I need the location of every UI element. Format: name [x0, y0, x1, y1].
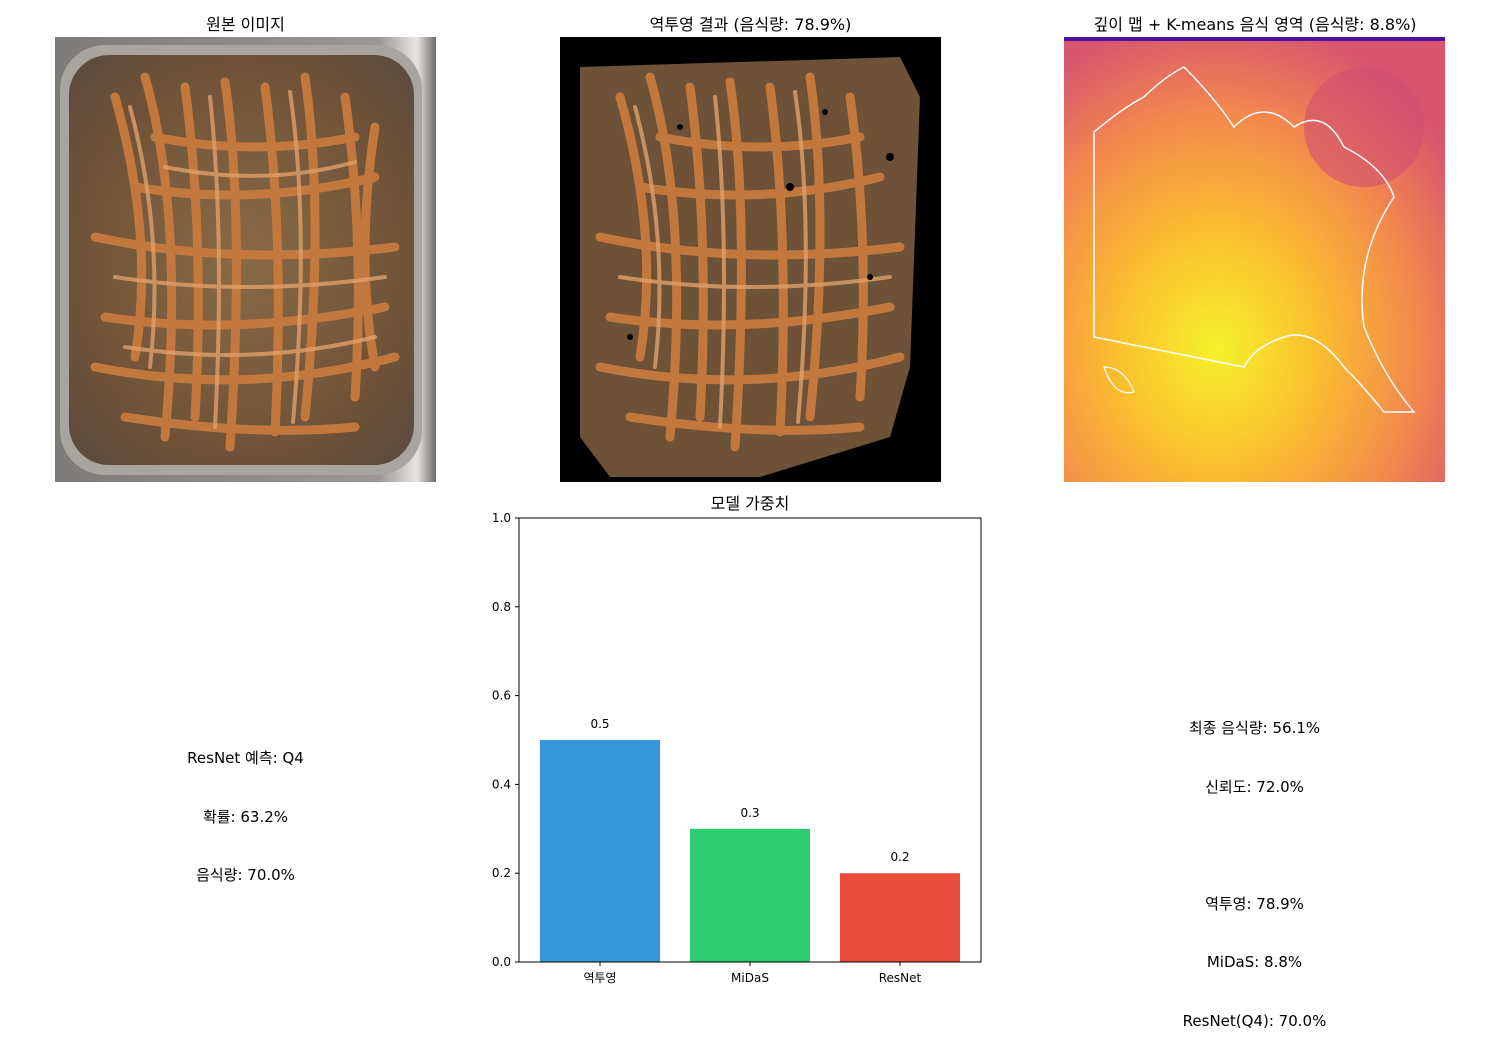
final-summary-line: 신뢰도: 72.0% — [1205, 777, 1304, 796]
x-tick-label: MiDaS — [731, 971, 769, 985]
bar — [690, 828, 810, 962]
resnet-summary-text: ResNet 예측: Q4 확률: 63.2% 음식량: 70.0% — [55, 710, 436, 905]
original-food-image — [55, 37, 436, 482]
final-summary-line: 역투영: 78.9% — [1205, 894, 1304, 913]
y-tick-label: 0.6 — [492, 689, 511, 703]
bar-value-label: 0.3 — [740, 806, 759, 820]
depth-map-image — [1064, 37, 1445, 482]
resnet-line: ResNet 예측: Q4 — [187, 749, 304, 767]
y-tick-label: 0.8 — [492, 600, 511, 614]
final-summary-line: 최종 음식량: 56.1% — [1188, 719, 1321, 737]
backprojection-title: 역투영 결과 (음식량: 78.9%) — [649, 15, 852, 34]
final-summary-line: ResNet(Q4): 70.0% — [1182, 1011, 1327, 1030]
y-tick-label: 0.2 — [492, 866, 511, 880]
bar — [840, 873, 960, 962]
y-tick-label: 1.0 — [492, 511, 511, 525]
y-tick-label: 0.4 — [492, 777, 511, 791]
x-tick-label: ResNet — [879, 971, 922, 985]
depth-map-title: 깊이 맵 + K-means 음식 영역 (음식량: 8.8%) — [1093, 15, 1417, 34]
bar — [540, 740, 660, 962]
chart-plot-frame — [518, 517, 982, 963]
x-tick-label: 역투영 — [583, 971, 616, 985]
backprojection-image — [560, 37, 941, 482]
resnet-line: 확률: 63.2% — [202, 807, 289, 826]
chart-title: 모델 가중치 — [711, 494, 790, 513]
resnet-line: 음식량: 70.0% — [196, 866, 295, 884]
y-tick-label: 0.0 — [492, 955, 511, 969]
bar-value-label: 0.5 — [590, 717, 609, 731]
original-image-title: 원본 이미지 — [206, 15, 285, 34]
final-summary-line: MiDaS: 8.8% — [1206, 953, 1303, 971]
bar-value-label: 0.2 — [890, 850, 909, 864]
model-weights-chart: 모델 가중치 0.0 0.2 0.4 0.6 0.8 1.0 0.5 역투영 0.3 MiDaS 0… — [492, 494, 982, 985]
